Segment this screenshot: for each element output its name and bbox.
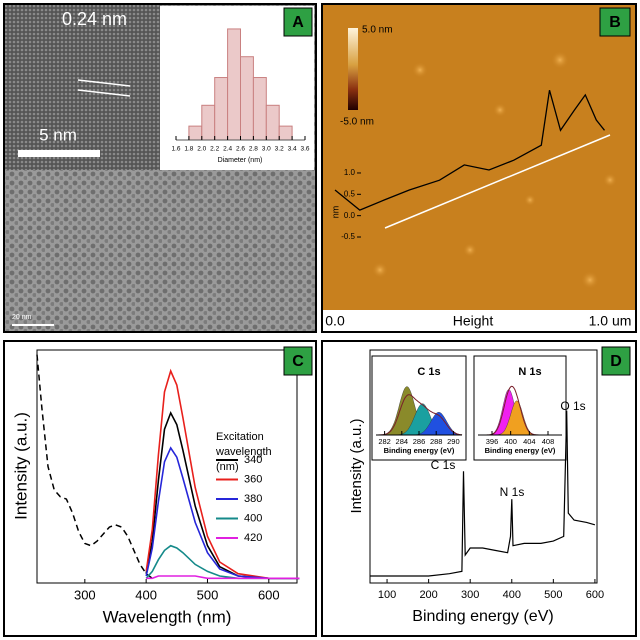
panel-label-box (283, 346, 313, 376)
x-tick-label: 200 (419, 589, 437, 601)
fit-envelope (376, 394, 463, 436)
afm-image (323, 5, 635, 310)
legend-title-box: Excitation wavelength (nm) (216, 431, 272, 473)
legend-label: 360 (244, 473, 262, 485)
height-profile (334, 90, 606, 211)
y-axis-label: Intensity (a.u.) (348, 418, 365, 513)
x-tick-label: 600 (586, 589, 604, 601)
colorbar (348, 28, 358, 110)
absorption-line (36, 354, 153, 579)
plot-frame (369, 349, 598, 584)
x-axis-label: Binding energy (eV) (412, 608, 553, 625)
x-tick-label: 400 (135, 587, 157, 602)
bar (201, 104, 216, 141)
x-tick-label: 400 (503, 589, 521, 601)
xps-spectrum (370, 410, 596, 577)
x-tick-label: 2.0 (197, 146, 206, 153)
hrtem-image (5, 5, 160, 170)
y-tick-label: -0.5 (341, 232, 355, 241)
y-axis-label: nm (330, 206, 340, 219)
scale-label: 5 nm (39, 125, 77, 144)
x-tick-label: 1.6 (171, 146, 180, 153)
bar (227, 28, 242, 141)
x-tick-label: 3.2 (275, 146, 284, 153)
panel-label: B (609, 14, 621, 31)
x-tick-label: 286 (413, 437, 426, 446)
x-tick-label: 400 (504, 437, 517, 446)
y-tick-label: 1.0 (344, 168, 356, 177)
scale-bar (12, 324, 54, 326)
legend-label: 380 (244, 493, 262, 505)
x-tick-label: 100 (378, 589, 396, 601)
legend-label: 400 (244, 512, 262, 524)
x-tick-label: 3.4 (288, 146, 297, 153)
x-axis-label: Height (453, 313, 494, 329)
x-tick-label: 3.6 (300, 146, 309, 153)
peak-annotation: N 1s (500, 485, 525, 499)
x-tick-label: 2.8 (249, 146, 258, 153)
legend-label: 420 (244, 532, 262, 544)
x-tick-label: 500 (544, 589, 562, 601)
legend-label: 340 (244, 454, 262, 466)
x-tick-label: 2.4 (223, 146, 232, 153)
x-axis-label: Binding energy (eV) (485, 446, 556, 455)
bar (278, 125, 293, 141)
panel-label: D (610, 353, 622, 370)
x-tick-label: 600 (258, 587, 280, 602)
bar (265, 104, 280, 141)
panel-label-box (601, 346, 631, 376)
x-tick-label: 1.8 (184, 146, 193, 153)
emission-line (145, 368, 300, 580)
inset-title: C 1s (417, 366, 440, 378)
panel-label-box (283, 7, 313, 37)
x-axis-label: Diameter (nm) (218, 157, 263, 164)
x-tick-label: 500 (197, 587, 219, 602)
y-tick-label: 0.5 (344, 189, 356, 198)
colorbar-label: 5.0 nm (362, 25, 393, 36)
peak-annotation: C 1s (431, 458, 456, 472)
x-tick-label: 396 (486, 437, 499, 446)
x-tick-label: 2.6 (236, 146, 245, 153)
peak-annotation: O 1s (560, 399, 585, 413)
profile-trace (384, 134, 611, 229)
x-tick-label: 300 (461, 589, 479, 601)
x-tick-label: 2.2 (210, 146, 219, 153)
scale-bar (18, 150, 100, 157)
legend-title: Excitation wavelength (nm) (216, 431, 272, 473)
inset-title: N 1s (518, 366, 541, 378)
bar (240, 56, 254, 141)
x-tick-label: 288 (430, 437, 443, 446)
bar (214, 77, 229, 141)
x-tick-label: 282 (378, 437, 391, 446)
bar (188, 125, 203, 141)
colorbar-label: -5.0 nm (340, 117, 374, 128)
afm-features (372, 51, 617, 289)
x-tick-label: 0.0 (325, 313, 345, 329)
emission-line (145, 446, 300, 580)
lattice-lines (77, 79, 131, 97)
x-tick-label: 284 (396, 437, 409, 446)
x-tick-label: 300 (74, 587, 96, 602)
x-tick-label: 408 (542, 437, 555, 446)
x-tick-label: 3.0 (262, 146, 271, 153)
lattice-spacing: 0.24 nm (62, 9, 127, 29)
emission-line (146, 575, 300, 580)
panel-label: C (292, 353, 304, 370)
y-tick-label: 0.0 (344, 211, 356, 220)
panel-label: A (292, 14, 304, 31)
bar (252, 77, 267, 141)
x-tick-label: 290 (447, 437, 460, 446)
panel-label-box (599, 7, 631, 37)
x-tick-label: 404 (523, 437, 536, 446)
y-axis-label: Intensity (a.u.) (11, 412, 30, 520)
x-axis-label: Binding energy (eV) (384, 446, 455, 455)
scale-label: 20 nm (12, 314, 32, 321)
x-axis-label: Wavelength (nm) (103, 607, 232, 626)
x-tick-label: 1.0 um (589, 313, 632, 329)
plot-frame (36, 349, 298, 584)
